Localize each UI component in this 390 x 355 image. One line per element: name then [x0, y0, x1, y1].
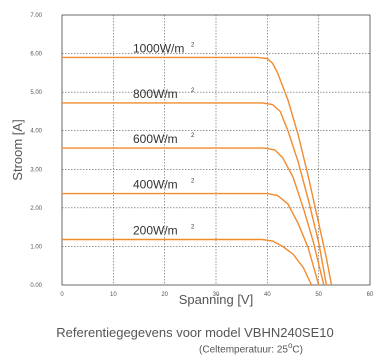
iv-curve [62, 238, 313, 286]
curve-label: 1000W/m [133, 41, 184, 55]
iv-curve [62, 56, 333, 286]
curve-label-superscript: 2 [191, 224, 195, 230]
iv-curve-chart: 0.00 1.00 2.00 3.00 4.00 5.00 6.00 7.00 0 10 20 30… [10, 13, 374, 307]
iv-curve [62, 147, 325, 286]
caption-title: Referentiegegevens voor model VBHN240SE1… [56, 325, 334, 340]
caption-subtitle: (Celtemperatuur: 25oC) [56, 341, 390, 355]
x-axis-title: Spanning [V] [179, 292, 253, 307]
x-tick-label: 0 [60, 292, 64, 298]
y-tick-label: 3.00 [30, 167, 42, 173]
curve-label: 600W/m [133, 132, 178, 146]
caption-subtitle-text: (Celtemperatuur: 25 [199, 344, 288, 355]
plot-frame [61, 14, 371, 286]
y-tick-label: 4.00 [30, 129, 42, 135]
iv-curve [62, 192, 320, 286]
y-tick-label: 7.00 [30, 13, 42, 19]
y-tick-labels: 0.00 1.00 2.00 3.00 4.00 5.00 6.00 7.00 [30, 13, 42, 289]
curve-label-superscript: 2 [191, 179, 195, 185]
x-tick-label: 10 [110, 292, 117, 298]
y-tick-label: 6.00 [30, 52, 42, 58]
caption-subtitle-end: C) [292, 344, 303, 355]
curve-label: 200W/m [133, 223, 178, 237]
x-tick-label: 30 [213, 292, 220, 298]
x-tick-label: 40 [264, 292, 271, 298]
curves [62, 56, 333, 286]
y-tick-label: 5.00 [30, 90, 42, 96]
caption-degree: o [287, 341, 293, 350]
curve-label-superscript: 2 [191, 133, 195, 139]
iv-curve [62, 102, 328, 286]
x-tick-label: 50 [315, 292, 322, 298]
y-tick-label: 1.00 [30, 244, 42, 250]
curve-label-superscript: 2 [191, 42, 195, 48]
x-tick-label: 60 [367, 292, 374, 298]
chart-grid [62, 15, 370, 285]
y-tick-label: 2.00 [30, 206, 42, 212]
curve-label-superscript: 2 [191, 88, 195, 94]
x-tick-labels: 0 10 20 30 40 50 60 [60, 292, 374, 298]
curve-label: 400W/m [133, 178, 178, 192]
curve-labels: 1000W/m 2 800W/m 2 600W/m 2 400W/m 2 200W/m 2 [133, 41, 195, 237]
y-tick-label: 0.00 [30, 283, 42, 289]
x-tick-label: 20 [161, 292, 168, 298]
y-axis-title: Stroom [A] [10, 119, 25, 180]
curve-label: 800W/m [133, 87, 178, 101]
